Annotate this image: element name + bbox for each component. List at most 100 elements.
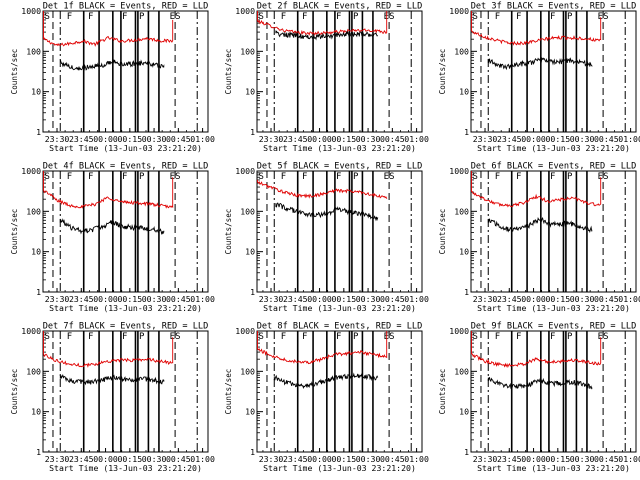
flag-annotation: ES xyxy=(170,172,181,182)
x-tick-label: 00:30 xyxy=(570,294,595,304)
y-axis-label: Counts/sec xyxy=(10,369,19,415)
y-tick-label: 1 xyxy=(36,447,41,457)
y-axis-label: Counts/sec xyxy=(10,209,19,255)
x-tick-label: 01:00 xyxy=(404,454,429,464)
x-axis-label: Start Time (13-Jun-03 23:21:20) xyxy=(477,143,630,153)
x-tick-label: 01:00 xyxy=(404,134,429,144)
y-tick-label: 1 xyxy=(464,287,469,297)
x-tick-label: 00:00 xyxy=(521,294,546,304)
x-tick-label: 00:45 xyxy=(380,454,405,464)
x-tick-label: 00:00 xyxy=(307,134,332,144)
panel-title: Det 3f BLACK = Events, RED = LLD xyxy=(471,2,637,12)
flag-annotation: F xyxy=(67,332,72,342)
lld-series-line xyxy=(257,179,388,199)
flag-annotation: S xyxy=(473,332,478,342)
x-tick-label: 23:30 xyxy=(259,454,284,464)
flag-annotation: F xyxy=(122,172,127,182)
plot-frame xyxy=(42,10,209,133)
x-tick-label: 00:00 xyxy=(521,454,546,464)
y-tick-label: 1 xyxy=(250,287,255,297)
x-tick-label: 23:45 xyxy=(69,134,94,144)
y-tick-label: 10 xyxy=(31,407,41,417)
detector-panel: Det 9f BLACK = Events, RED = LLD 1 10 100 10… xyxy=(438,322,640,474)
flag-annotation: F xyxy=(67,172,72,182)
flag-annotation: F xyxy=(495,12,500,22)
x-tick-label: 00:15 xyxy=(545,134,570,144)
y-axis-label: Counts/sec xyxy=(224,209,233,255)
y-tick-label: 10 xyxy=(245,247,255,257)
y-tick-label: 1 xyxy=(36,287,41,297)
x-tick-label: 01:00 xyxy=(190,134,215,144)
y-tick-label: 10 xyxy=(459,407,469,417)
x-tick-label: 00:15 xyxy=(117,294,142,304)
panel-title: Det 5f BLACK = Events, RED = LLD xyxy=(257,162,423,172)
flag-annotation: ES xyxy=(384,332,395,342)
x-axis-label: Start Time (13-Jun-03 23:21:20) xyxy=(263,303,416,313)
flag-annotation: ES xyxy=(170,12,181,22)
flag-annotation: F xyxy=(122,12,127,22)
x-tick-label: 00:30 xyxy=(142,294,167,304)
flag-annotation: P xyxy=(567,172,573,182)
events-series-line xyxy=(487,56,593,71)
flag-annotation: P xyxy=(353,172,359,182)
y-tick-label: 1000 xyxy=(449,6,469,16)
x-tick-label: 23:30 xyxy=(45,294,70,304)
flag-annotation: P xyxy=(353,332,359,342)
events-series-line xyxy=(59,373,165,386)
y-tick-label: 1000 xyxy=(235,326,255,336)
y-tick-label: 10 xyxy=(459,87,469,97)
flag-annotation: F xyxy=(516,332,521,342)
detector-panel: Det 8f BLACK = Events, RED = LLD 1 10 100 10… xyxy=(224,322,429,474)
flag-annotation: ES xyxy=(170,332,181,342)
x-tick-label: 23:30 xyxy=(473,134,498,144)
x-tick-label: 00:00 xyxy=(93,134,118,144)
flag-annotation: F xyxy=(336,12,341,22)
flag-annotation: ES xyxy=(384,172,395,182)
y-tick-label: 1 xyxy=(464,127,469,137)
y-tick-label: 100 xyxy=(26,366,41,376)
plot-frame xyxy=(470,170,637,293)
y-axis-label: Counts/sec xyxy=(438,369,447,415)
y-tick-label: 10 xyxy=(459,247,469,257)
y-tick-label: 100 xyxy=(26,46,41,56)
flag-annotation: P xyxy=(139,172,145,182)
y-tick-label: 100 xyxy=(454,206,469,216)
panel-title: Det 8f BLACK = Events, RED = LLD xyxy=(257,322,423,332)
flag-annotation: F xyxy=(122,332,127,342)
x-tick-label: 23:30 xyxy=(45,134,70,144)
flag-annotation: S xyxy=(259,172,264,182)
panel-title: Det 2f BLACK = Events, RED = LLD xyxy=(257,2,423,12)
y-axis-label: Counts/sec xyxy=(10,49,19,95)
events-series-line xyxy=(275,30,378,41)
panel-title: Det 6f BLACK = Events, RED = LLD xyxy=(471,162,637,172)
x-tick-label: 00:45 xyxy=(594,454,619,464)
lld-series-line xyxy=(43,11,174,47)
x-tick-label: 23:45 xyxy=(69,294,94,304)
lld-series-line xyxy=(257,11,388,36)
x-tick-label: 00:45 xyxy=(380,134,405,144)
flag-annotation: F xyxy=(336,332,341,342)
y-tick-label: 1000 xyxy=(21,6,41,16)
panel-title: Det 1f BLACK = Events, RED = LLD xyxy=(43,2,209,12)
flag-annotation: F xyxy=(516,12,521,22)
flag-annotation: F xyxy=(336,172,341,182)
x-tick-label: 00:45 xyxy=(594,294,619,304)
plot-frame xyxy=(256,330,423,453)
flag-annotation: F xyxy=(302,172,307,182)
x-axis-label: Start Time (13-Jun-03 23:21:20) xyxy=(477,463,630,473)
x-tick-label: 00:30 xyxy=(142,454,167,464)
flag-annotation: S xyxy=(45,12,50,22)
lld-series-line xyxy=(471,171,602,208)
x-tick-label: 00:30 xyxy=(356,294,381,304)
flag-annotation: F xyxy=(88,332,93,342)
y-tick-label: 10 xyxy=(245,87,255,97)
x-tick-label: 00:45 xyxy=(166,134,191,144)
flag-annotation: S xyxy=(259,12,264,22)
panel-title: Det 9f BLACK = Events, RED = LLD xyxy=(471,322,637,332)
y-axis-label: Counts/sec xyxy=(224,369,233,415)
x-tick-label: 01:00 xyxy=(190,454,215,464)
x-tick-label: 00:00 xyxy=(307,294,332,304)
lld-series-line xyxy=(471,331,602,369)
x-tick-label: 00:45 xyxy=(166,294,191,304)
